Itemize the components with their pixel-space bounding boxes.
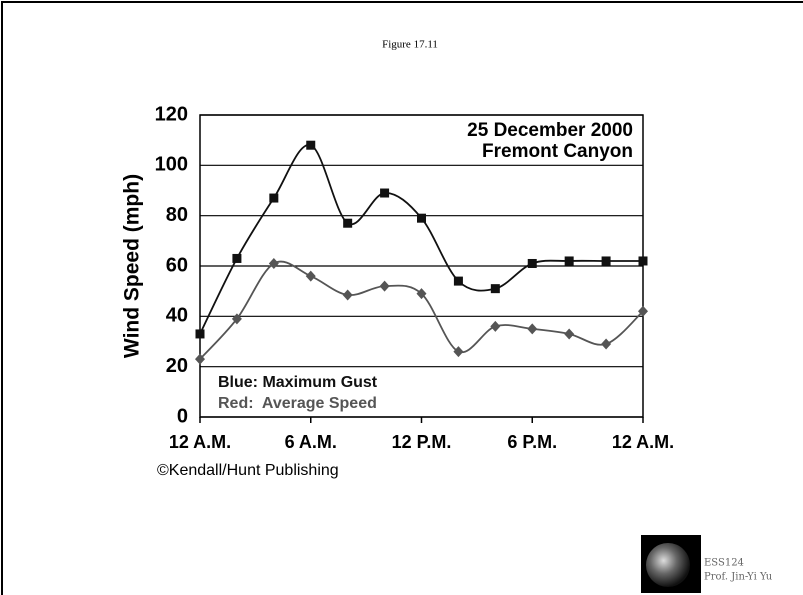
marker [638, 256, 648, 266]
marker [416, 288, 427, 300]
x-tick-label: 12 A.M. [612, 432, 674, 452]
y-tick-label: 100 [155, 154, 188, 176]
marker [195, 353, 205, 365]
marker [601, 256, 611, 266]
marker [379, 280, 390, 292]
chart-title: 25 December 2000 [467, 120, 633, 141]
marker [269, 193, 279, 203]
marker [342, 289, 353, 301]
marker [453, 276, 463, 286]
course: ESS124 [704, 558, 744, 569]
marker [453, 346, 464, 358]
marker [232, 253, 242, 263]
marker [527, 258, 537, 268]
x-tick-label: 6 P.M. [507, 432, 557, 452]
y-tick-label: 40 [166, 305, 188, 327]
legend-entry: Blue: Maximum Gust [218, 374, 378, 391]
earth-icon [646, 543, 690, 587]
marker [195, 329, 205, 339]
marker [305, 270, 316, 282]
y-tick-label: 0 [177, 405, 188, 427]
marker [638, 305, 648, 317]
y-tick-label: 20 [166, 355, 188, 377]
x-tick-label: 12 P.M. [392, 432, 452, 452]
marker [306, 140, 316, 150]
marker [231, 313, 242, 325]
marker [417, 213, 426, 223]
x-tick-label: 6 A.M. [285, 432, 337, 452]
figure-label: Figure 17.11 [382, 39, 438, 51]
y-axis-label: Wind Speed (mph) [121, 174, 144, 358]
marker [268, 257, 279, 269]
marker [564, 256, 574, 266]
legend-entry: Red: Average Speed [218, 395, 377, 412]
source: ©Kendall/Hunt Publishing [157, 462, 339, 479]
y-tick-label: 80 [166, 204, 188, 226]
marker [527, 323, 538, 335]
y-tick-label: 60 [166, 254, 188, 276]
marker [564, 328, 575, 340]
marker [343, 218, 353, 228]
marker [490, 320, 501, 332]
x-tick-label: 12 A.M. [169, 432, 231, 452]
marker [490, 284, 500, 294]
marker [601, 338, 612, 350]
y-tick-label: 120 [155, 103, 188, 125]
chart-title: Fremont Canyon [482, 141, 633, 162]
marker [380, 188, 390, 198]
author: Prof. Jin-Yi Yu [704, 572, 773, 583]
